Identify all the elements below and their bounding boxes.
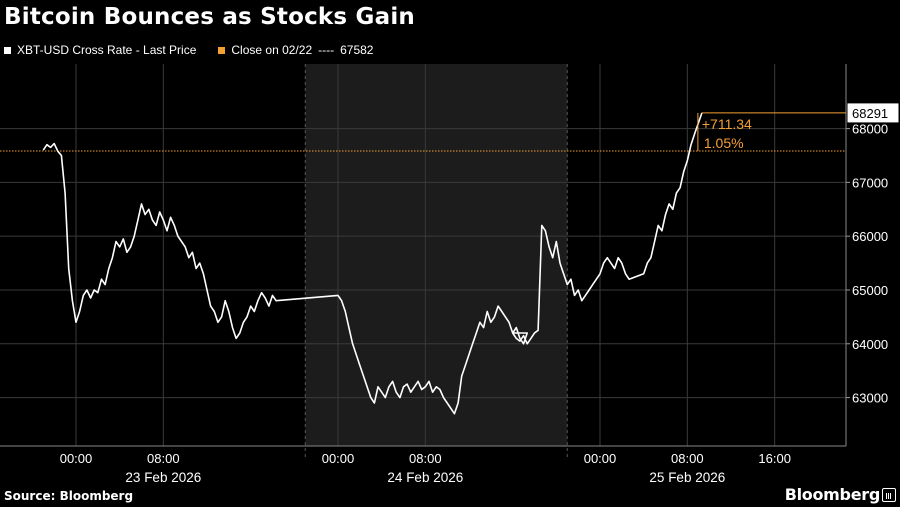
chart-legend: XBT-USD Cross Rate - Last Price Close on… <box>4 43 373 57</box>
close-legend-value: 67582 <box>340 43 374 57</box>
x-tick-label: 16:00 <box>758 451 791 466</box>
day-label: 23 Feb 2026 <box>125 470 201 485</box>
page-title: Bitcoin Bounces as Stocks Gain <box>4 4 415 30</box>
x-tick-label: 00:00 <box>60 451 93 466</box>
y-tick-label: 65000 <box>852 283 888 298</box>
price-legend-label: XBT-USD Cross Rate - Last Price <box>17 43 197 57</box>
y-tick-label: 68000 <box>852 122 888 137</box>
x-tick-label: 00:00 <box>584 451 617 466</box>
y-tick-label: 64000 <box>852 337 888 352</box>
x-tick-label: 00:00 <box>322 451 355 466</box>
shaded-day-band <box>305 64 568 446</box>
change-value-label: +711.34 <box>702 116 752 132</box>
y-tick-label: 66000 <box>852 229 888 244</box>
x-tick-label: 08:00 <box>409 451 442 466</box>
y-tick-label: 67000 <box>852 175 888 190</box>
day-label: 24 Feb 2026 <box>387 470 463 485</box>
close-legend-label: Close on 02/22 <box>231 43 313 57</box>
x-tick-label: 08:00 <box>671 451 704 466</box>
change-percent-label: 1.05% <box>704 135 744 151</box>
close-legend-dashes: ---- <box>318 43 335 57</box>
price-series-line <box>42 112 703 415</box>
bar-chart-icon <box>882 488 896 502</box>
close-legend-swatch <box>218 46 226 54</box>
source-note: Source: Bloomberg <box>4 489 134 503</box>
day-label: 25 Feb 2026 <box>649 470 725 485</box>
brand-logo: Bloomberg <box>784 485 881 504</box>
price-legend-swatch <box>4 46 11 54</box>
y-tick-label: 63000 <box>852 391 888 406</box>
last-value-label: 68291 <box>852 106 888 121</box>
x-tick-label: 08:00 <box>147 451 180 466</box>
last-value-box <box>847 103 899 123</box>
